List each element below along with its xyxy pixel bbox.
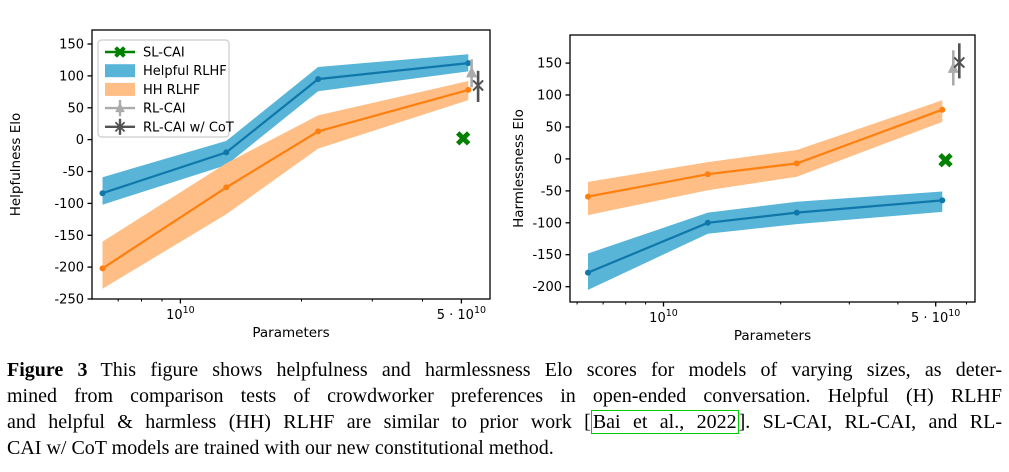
data-point-hh-rlhf [793,160,800,167]
triangle-up-marker [115,102,125,113]
line-helpful-rlhf [102,62,469,195]
y-tick-label: 150 [537,57,562,72]
y-tick-label: -200 [532,280,562,295]
data-point-helpful-rlhf [99,190,106,197]
y-tick-label: 0 [554,152,562,167]
y-tick-label: 0 [76,133,84,148]
harmlessness-elo-chart: 150 100 50 0 -50 -100 -150 -200 1010 5 · 1010 Harm… [511,34,976,344]
y-axis-label: Harmlessness Elo [511,109,527,228]
triangle-up-marker [947,61,959,73]
confidence-band-helpful-rlhf [588,191,943,290]
y-tick-label: -150 [54,229,84,244]
legend-swatch-patch [105,82,135,96]
y-tick-label: -50 [63,165,84,180]
y-tick-label: -100 [54,197,84,212]
caption-text: This figure shows helpfulness and harmle… [100,359,1002,381]
x-filled-marker [938,153,953,168]
x-axis-label: Parameters [252,325,329,341]
confidence-band-hh-rlhf [102,81,469,289]
line-hh-rlhf [587,108,943,198]
confidence-band-hh-rlhf [588,100,943,216]
axes-box [569,34,976,303]
x-axis-label: Parameters [734,328,811,344]
y-tick-label: -200 [54,261,84,276]
x-tick-label: 1010 [166,305,195,323]
data-point-hh-rlhf [315,128,322,135]
y-tick-label: -100 [532,216,562,231]
citation-link-bai-2022[interactable]: Bai et al., 2022 [590,410,739,434]
y-axis-label: Helpfulness Elo [8,113,24,217]
y-tick-label: -150 [532,248,562,263]
x-filled-marker [114,46,126,58]
helpfulness-elo-chart: 150 100 50 0 -50 -100 -150 -200 -250 1010 5 · 1010… [8,29,491,341]
data-point-helpful-rlhf [465,60,472,67]
caption-line: and helpful & harmless (HH) RLHF are sim… [7,409,1002,435]
charts-row: 150 100 50 0 -50 -100 -150 -200 -250 1010 5 · 1010… [8,29,976,344]
caption-text: and helpful & harmless (HH) RLHF are sim… [7,411,591,433]
data-point-helpful-rlhf [704,219,711,226]
y-tick-label: 100 [537,89,562,104]
caption-line: CAI w/ CoT models are trained with our n… [7,435,1002,461]
legend-swatch-patch [105,64,135,78]
caption-line: Figure 3 This figure shows helpfulness an… [7,357,1002,383]
line-hh-rlhf [101,88,469,270]
caption-text: ]. SL-CAI, RL-CAI, and RL- [738,411,1002,433]
legend: SL-CAI Helpful RLHF HH RLHF RL-CAI RL-CAI w/… [97,39,234,138]
triangle-up-marker [466,66,478,78]
y-tick-label: -50 [541,184,562,199]
confidence-band-helpful-rlhf [102,54,469,205]
legend-label: HH RLHF [143,83,200,98]
line-helpful-rlhf [587,199,943,274]
data-point-helpful-rlhf [793,209,800,216]
x-tick-label: 5 · 1010 [437,305,486,323]
caption-figure-label: Figure 3 [7,359,88,381]
x-tick-label: 1010 [649,308,678,326]
legend-label: SL-CAI [143,46,185,61]
x-marker [114,121,126,132]
y-tick-label: 50 [545,121,562,136]
data-point-hh-rlhf [99,265,106,272]
y-tick-label: 100 [59,69,84,84]
data-point-helpful-rlhf [585,269,591,276]
data-point-hh-rlhf [939,106,946,113]
data-point-hh-rlhf [223,184,230,191]
x-tick-label: 5 · 1010 [911,308,960,326]
legend-label: Helpful RLHF [143,64,227,79]
data-point-hh-rlhf [465,86,472,93]
x-marker [472,79,484,92]
data-point-helpful-rlhf [223,149,230,156]
data-point-hh-rlhf [704,171,711,178]
x-marker [953,56,966,69]
caption-line: mined from comparison tests of crowdwork… [7,383,1002,409]
x-filled-marker [456,131,471,146]
caption-text: mined from comparison tests of crowdwork… [7,385,1002,407]
y-tick-label: 150 [59,38,84,53]
axes-box [91,29,491,300]
legend-label: RL-CAI [143,102,186,117]
y-tick-label: -250 [54,293,84,308]
legend-label: RL-CAI w/ CoT [143,120,234,135]
y-tick-label: 50 [67,101,84,116]
figure-caption: Figure 3 This figure shows helpfulness an… [7,357,1002,461]
data-point-helpful-rlhf [315,76,322,83]
caption-text: CAI w/ CoT models are trained with our n… [7,437,554,459]
data-point-hh-rlhf [585,193,591,200]
data-point-helpful-rlhf [939,197,946,204]
